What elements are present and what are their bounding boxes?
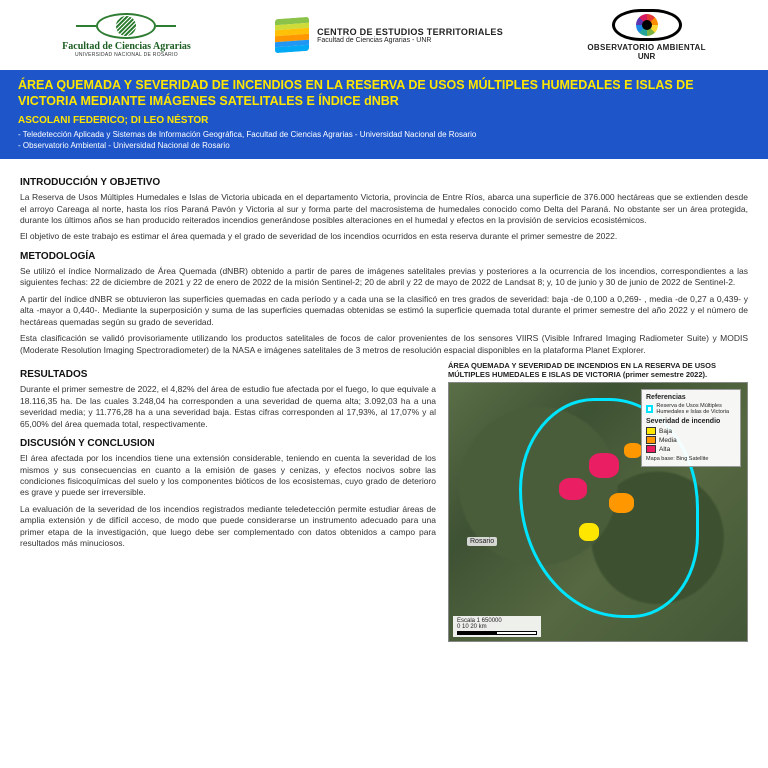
fca-sub: UNIVERSIDAD NACIONAL DE ROSARIO	[75, 52, 178, 58]
cet-title: CENTRO DE ESTUDIOS TERRITORIALES	[317, 27, 503, 37]
fca-name: Facultad de Ciencias Agrarias	[62, 41, 191, 52]
cet-sub: Facultad de Ciencias Agrarias - UNR	[317, 37, 503, 44]
poster-title: ÁREA QUEMADA Y SEVERIDAD DE INCENDIOS EN…	[18, 78, 750, 109]
title-band: ÁREA QUEMADA Y SEVERIDAD DE INCENDIOS EN…	[0, 70, 768, 159]
content: INTRODUCCIÓN Y OBJETIVO La Reserva de Us…	[0, 159, 768, 652]
method-p2: A partir del índice dNBR se obtuvieron l…	[20, 294, 748, 328]
logo-fca: Facultad de Ciencias Agrarias UNIVERSIDA…	[62, 13, 191, 58]
legend-title: Referencias	[646, 394, 736, 401]
discussion-p1: El área afectada por los incendios tiene…	[20, 453, 436, 499]
scale-bar-icon	[457, 631, 537, 635]
legend-alta: Alta	[659, 446, 670, 453]
results-heading: RESULTADOS	[20, 369, 436, 380]
scale-units: 0 10 20 km	[457, 624, 537, 630]
intro-p1: La Reserva de Usos Múltiples Humedales e…	[20, 192, 748, 226]
logo-observatorio: OBSERVATORIO AMBIENTAL UNR	[587, 9, 705, 61]
burn-media	[609, 493, 634, 513]
header-logos: Facultad de Ciencias Agrarias UNIVERSIDA…	[0, 0, 768, 70]
method-p1: Se utilizó el índice Normalizado de Área…	[20, 266, 748, 289]
obs-line1: OBSERVATORIO AMBIENTAL	[587, 43, 705, 52]
legend-baja: Baja	[659, 428, 672, 435]
legend-basemap: Mapa base: Bing Satellite	[646, 456, 736, 462]
map-block: ÁREA QUEMADA Y SEVERIDAD DE INCENDIOS EN…	[448, 361, 748, 642]
authors: ASCOLANI FEDERICO; DI LEO NÉSTOR	[18, 115, 750, 126]
burn-media-2	[624, 443, 642, 458]
legend-media: Media	[659, 437, 677, 444]
burn-baja	[579, 523, 599, 541]
intro-heading: INTRODUCCIÓN Y OBJETIVO	[20, 177, 748, 188]
method-heading: METODOLOGÍA	[20, 251, 748, 262]
intro-p2: El objetivo de este trabajo es estimar e…	[20, 231, 748, 242]
map-title: ÁREA QUEMADA Y SEVERIDAD DE INCENDIOS EN…	[448, 361, 748, 379]
eye-icon	[612, 9, 682, 41]
map-scale: Escala 1 650000 0 10 20 km	[453, 616, 541, 637]
obs-line2: UNR	[638, 52, 655, 61]
discussion-p2: La evaluación de la severidad de los inc…	[20, 504, 436, 550]
logo-cet: CENTRO DE ESTUDIOS TERRITORIALES Faculta…	[275, 18, 503, 52]
burn-alta	[589, 453, 619, 478]
affiliations: - Teledetección Aplicada y Sistemas de I…	[18, 130, 750, 151]
method-p3: Esta clasificación se validó provisoriam…	[20, 333, 748, 356]
cet-flag-icon	[275, 17, 309, 53]
fca-icon	[96, 13, 156, 39]
legend-reserve: Reserva de Usos Múltiples Humedales e Is…	[656, 403, 736, 415]
map-legend: Referencias Reserva de Usos Múltiples Hu…	[641, 389, 741, 467]
discussion-heading: DISCUSIÓN Y CONCLUSION	[20, 438, 436, 449]
city-label: Rosario	[467, 537, 497, 546]
results-p: Durante el primer semestre de 2022, el 4…	[20, 384, 436, 430]
legend-severity-title: Severidad de incendio	[646, 418, 736, 425]
burn-alta-2	[559, 478, 587, 500]
map-frame: Rosario Referencias Reserva de Usos Múlt…	[448, 382, 748, 642]
